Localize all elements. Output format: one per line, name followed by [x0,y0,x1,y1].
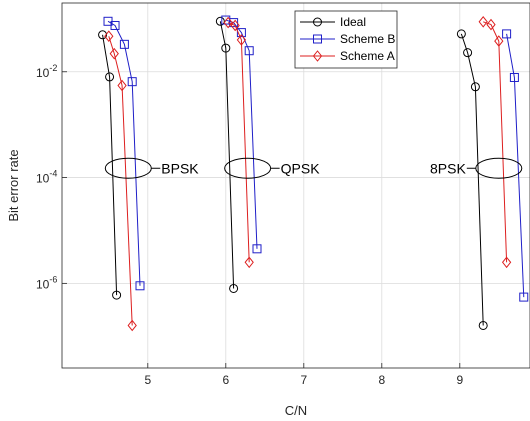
annotation-label: BPSK [161,160,199,176]
x-tick-label: 5 [144,373,151,387]
data-point-scheme-a [478,16,488,28]
data-point-scheme-b [229,18,239,28]
data-point-scheme-b [244,46,254,56]
data-point-scheme-a [230,19,240,32]
data-point-scheme-b [135,281,145,291]
y-axis-label: Bit error rate [6,149,21,221]
series-line-scheme-a [227,22,250,263]
data-point-scheme-a [501,256,512,269]
data-point-ideal [215,16,225,26]
plot-area [61,2,530,369]
data-point-scheme-a [109,47,119,60]
data-point-scheme-a [127,319,137,332]
data-point-scheme-b [252,244,262,254]
data-point-scheme-a [223,16,233,29]
annotation-label: QPSK [281,160,321,176]
legend-marker-ideal [313,17,322,27]
modulation-annotations: BPSK QPSK 8PSK [104,157,523,179]
x-tick-label: 6 [222,373,229,387]
series-scheme-a [104,16,512,332]
series-ideal [98,16,488,330]
series-line-scheme-a [108,36,133,326]
y-tick-label: 10-2 [36,63,57,80]
legend-label-scheme-a: Scheme A [340,49,395,63]
series-line-ideal [460,33,484,326]
x-tick-label: 7 [300,373,307,387]
data-point-scheme-a [104,30,114,43]
x-tick-label: 8 [378,373,385,387]
data-point-scheme-b [119,39,129,49]
legend-label-scheme-b: Scheme B [340,32,395,46]
legend: Ideal Scheme B Scheme A [294,10,398,69]
data-point-scheme-a [236,34,247,46]
data-point-scheme-b [502,29,512,39]
x-tick-label: 9 [456,373,463,387]
annotation-label: 8PSK [430,160,466,176]
series-group [98,15,529,332]
y-tick-label: 10-4 [36,169,57,186]
legend-marker-scheme-a [312,50,323,62]
data-point-ideal [221,43,231,53]
legend-entry-ideal: Ideal [300,15,366,29]
legend-marker-scheme-b [313,34,322,44]
data-point-scheme-a [494,35,504,47]
series-line-ideal [102,34,118,296]
data-point-ideal [463,48,473,58]
data-point-scheme-a [117,79,127,92]
data-point-ideal [456,29,466,39]
data-point-scheme-a [244,256,254,269]
series-line-scheme-a [483,21,508,263]
data-point-ideal [470,82,480,92]
data-point-ideal [112,290,122,300]
axis-ticks: 5 6 7 8 9 10-2 10-4 10-6 [36,63,463,387]
series-line-scheme-b [107,20,141,286]
legend-entry-scheme-b: Scheme B [300,32,395,46]
data-point-scheme-b [236,28,246,38]
data-point-ideal [105,72,115,82]
data-point-scheme-a [486,18,496,31]
x-axis-label: C/N [285,403,307,418]
data-point-scheme-b [519,292,529,302]
y-tick-label: 10-6 [36,274,57,291]
series-line-ideal [219,21,235,289]
legend-label-ideal: Ideal [340,15,366,29]
data-point-scheme-b [127,77,137,87]
data-point-scheme-b [509,72,519,82]
data-point-ideal [229,283,239,293]
series-line-scheme-b [506,33,525,298]
data-point-scheme-b [110,20,120,30]
data-point-ideal [478,320,488,330]
series-scheme-b [103,15,529,302]
legend-entry-scheme-a: Scheme A [300,49,395,63]
